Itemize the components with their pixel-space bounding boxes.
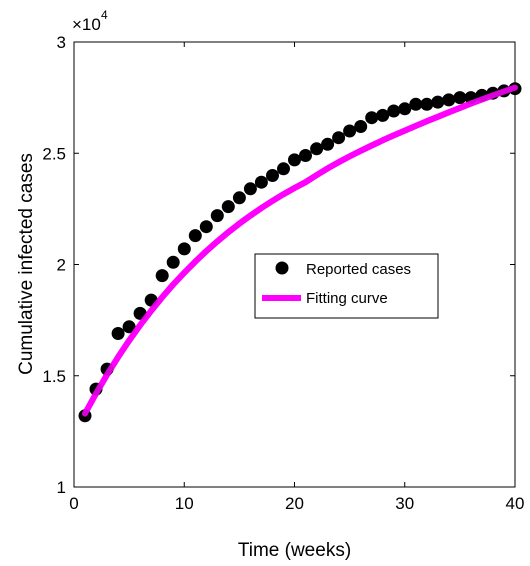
fitting-curve-line-overlay [82, 84, 518, 417]
x-tick-label: 20 [285, 494, 304, 513]
reported-case-point [177, 242, 191, 256]
x-axis-label: Time (weeks) [238, 540, 351, 561]
reported-case-point [376, 108, 390, 122]
reported-case-point [398, 102, 412, 116]
x-tick-label: 10 [175, 494, 194, 513]
reported-case-point [221, 200, 235, 214]
y-tick-label: 1 [57, 478, 66, 497]
reported-case-point [321, 137, 335, 151]
legend-marker-reported-cases [275, 261, 289, 275]
y-tick-label: 2 [57, 256, 66, 275]
reported-case-point [420, 97, 434, 111]
fitting-curve-overlay [82, 84, 518, 417]
reported-case-point [266, 169, 279, 182]
reported-case-point [332, 131, 346, 145]
reported-case-point [310, 142, 324, 156]
reported-case-point [111, 327, 125, 340]
y-axis-label: Cumulative infected cases [16, 153, 37, 375]
y-scale-exponent: 4 [101, 8, 108, 22]
reported-case-point [277, 162, 290, 176]
y-axis-ticks: 1 1.5 2 2.5 3 [42, 33, 515, 497]
reported-case-point [122, 320, 136, 334]
reported-case-point [166, 255, 180, 269]
x-tick-label: 30 [395, 494, 414, 513]
reported-case-point [453, 91, 467, 105]
legend: Reported cases Fitting curve [254, 253, 439, 319]
y-tick-label: 1.5 [42, 367, 66, 386]
reported-case-point [343, 124, 357, 138]
reported-case-point [354, 120, 368, 133]
reported-case-point [288, 153, 301, 167]
reported-case-point [299, 149, 312, 162]
reported-case-point [243, 182, 257, 196]
reported-case-point [199, 220, 213, 234]
reported-case-point [155, 269, 169, 283]
legend-label-fitting-curve: Fitting curve [306, 290, 388, 307]
reported-case-point [442, 93, 456, 107]
reported-case-point [210, 209, 224, 223]
y-tick-label: 3 [57, 33, 66, 52]
reported-case-point [188, 229, 202, 243]
reported-case-point [232, 191, 246, 205]
reported-case-point [431, 95, 445, 109]
x-tick-label: 0 [69, 494, 78, 513]
y-scale-base: ×10 [72, 15, 101, 34]
reported-case-point [409, 97, 423, 111]
reported-case-point [365, 111, 379, 125]
reported-case-point [254, 175, 268, 189]
legend-label-reported-cases: Reported cases [306, 261, 411, 278]
x-tick-label: 40 [506, 494, 525, 513]
reported-case-point [387, 104, 401, 118]
reported-cases-series [78, 82, 522, 423]
y-tick-label: 2.5 [42, 144, 66, 163]
x-axis-ticks: 0 10 20 30 40 [69, 42, 524, 513]
